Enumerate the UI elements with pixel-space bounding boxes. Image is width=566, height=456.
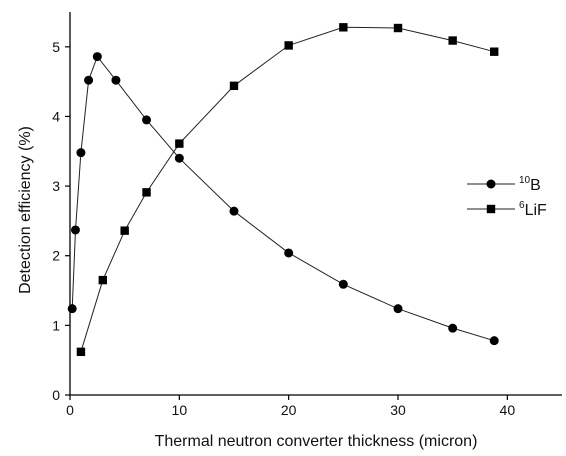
x-tick-label: 40 [500, 402, 516, 418]
legend-marker [486, 204, 496, 214]
data-point [284, 41, 293, 50]
legend-marker [486, 179, 496, 189]
legend: 10B 6LiF [467, 175, 547, 219]
data-point [174, 153, 184, 163]
y-axis-title: Detection efficiency (%) [17, 126, 34, 294]
data-point [338, 279, 348, 289]
data-point [490, 47, 499, 56]
data-point [70, 225, 80, 235]
legend-label: 10B [519, 175, 541, 194]
x-tick-label: 0 [66, 402, 74, 418]
data-point [92, 52, 102, 62]
data-point [142, 188, 151, 197]
data-point [284, 248, 294, 258]
data-point [229, 206, 239, 216]
y-tick-label: 3 [52, 178, 60, 194]
series-layer [67, 23, 499, 357]
y-tick-label: 0 [52, 387, 60, 403]
data-point [393, 304, 403, 314]
data-point [142, 115, 152, 125]
series-line [71, 55, 495, 342]
data-point [98, 275, 107, 285]
data-point [120, 226, 129, 235]
x-tick-label: 20 [281, 402, 297, 418]
data-point [111, 75, 121, 85]
data-point [175, 139, 184, 148]
series-lif [76, 23, 499, 357]
plot-area [69, 12, 562, 396]
x-axis-title: Thermal neutron converter thickness (mic… [155, 433, 478, 450]
y-tick-label: 1 [52, 317, 60, 333]
y-tick-label: 4 [52, 108, 60, 124]
data-point [229, 81, 239, 91]
data-point [76, 347, 86, 357]
data-point [448, 323, 458, 333]
x-tick-label: 30 [390, 402, 406, 418]
data-point [448, 36, 457, 45]
y-axis-ticks: 0 1 2 3 4 5 [52, 39, 70, 403]
data-point [84, 75, 94, 85]
legend-item: 6LiF [467, 200, 547, 219]
data-point [76, 148, 86, 158]
legend-item: 10B [467, 175, 541, 194]
data-point [393, 23, 403, 33]
data-point [489, 336, 499, 346]
x-tick-label: 10 [172, 402, 188, 418]
series-b [67, 52, 499, 346]
x-axis-ticks: 0 10 20 30 40 [66, 395, 515, 418]
y-tick-label: 5 [52, 39, 60, 55]
y-tick-label: 2 [52, 248, 60, 264]
legend-label: 6LiF [519, 200, 547, 219]
data-point [67, 304, 77, 314]
data-point [339, 23, 348, 32]
